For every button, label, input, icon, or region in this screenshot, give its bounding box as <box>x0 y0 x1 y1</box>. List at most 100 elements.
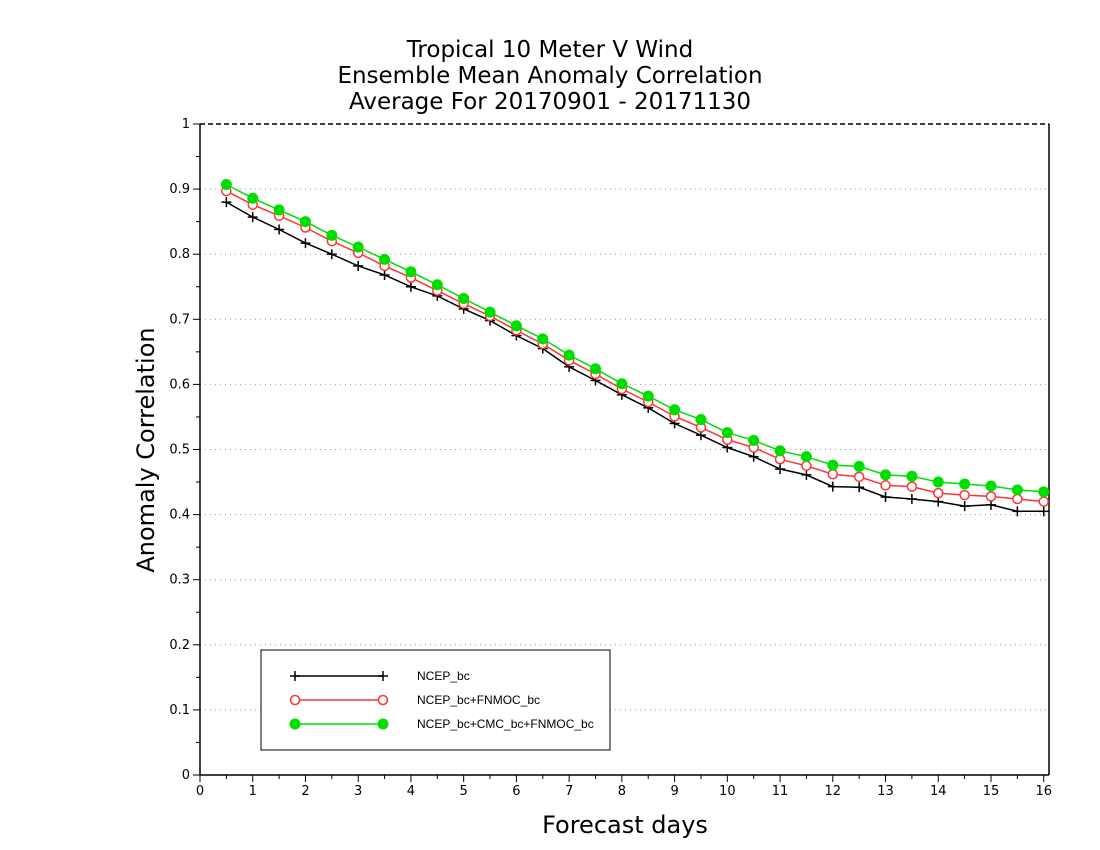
data-point <box>906 493 917 504</box>
x-tick-label: 1 <box>249 784 257 799</box>
chart-title-line-3: Average For 20170901 - 20171130 <box>348 89 752 115</box>
x-tick-label: 2 <box>301 784 309 799</box>
data-point <box>484 306 496 318</box>
legend: NCEP_bc NCEP_bc+FNMOC_bc NCEP_bc+CMC_bc+FN… <box>260 649 611 751</box>
data-point <box>853 471 865 483</box>
data-point <box>880 469 892 481</box>
data-point <box>1011 484 1023 496</box>
data-point <box>721 427 733 439</box>
data-point <box>906 481 918 492</box>
legend-marker <box>377 694 389 706</box>
y-axis-label: Anomaly Correlation <box>132 327 160 572</box>
data-point <box>642 390 654 402</box>
data-point <box>273 204 285 216</box>
legend-marker <box>289 694 301 706</box>
data-point <box>932 476 944 488</box>
x-tick-label: 14 <box>930 784 947 799</box>
x-tick-label: 11 <box>772 784 789 799</box>
legend-marker <box>289 718 301 730</box>
data-point <box>274 224 285 235</box>
data-point <box>431 279 443 291</box>
series-layer <box>220 179 1050 517</box>
x-tick-label: 3 <box>354 784 362 799</box>
data-point <box>405 266 417 278</box>
data-point <box>1038 496 1049 507</box>
legend-entry-1: NCEP_bc+FNMOC_bc <box>289 693 540 707</box>
x-tick-label: 15 <box>983 784 1000 799</box>
data-point <box>695 414 707 426</box>
data-point <box>1012 506 1023 517</box>
legend-marker <box>378 671 388 681</box>
data-point <box>220 179 232 191</box>
x-tick-label: 6 <box>512 784 520 799</box>
data-point <box>774 445 786 457</box>
data-point <box>959 501 970 512</box>
y-tick-label: 0.2 <box>169 638 190 653</box>
y-tick-label: 0.8 <box>169 247 190 262</box>
legend-entry-0: NCEP_bc <box>290 669 470 683</box>
data-point <box>827 459 839 471</box>
x-tick-label: 4 <box>407 784 415 799</box>
data-point <box>748 451 759 462</box>
y-tick-label: 0.6 <box>169 377 190 392</box>
series-2 <box>220 179 1050 498</box>
data-point <box>379 270 390 281</box>
chart-title-line-1: Tropical 10 Meter V Wind <box>406 37 694 63</box>
legend-marker <box>290 671 300 681</box>
data-point <box>458 292 470 304</box>
series-1 <box>221 185 1049 507</box>
data-point <box>353 260 364 271</box>
data-point <box>352 241 364 253</box>
data-point <box>510 320 522 332</box>
data-point <box>326 229 338 241</box>
data-point <box>616 378 628 390</box>
y-tick-label: 0 <box>182 768 190 783</box>
data-point <box>906 470 918 482</box>
data-point <box>247 212 258 223</box>
data-point <box>854 482 865 493</box>
series-line-1 <box>226 190 1044 503</box>
x-tick-label: 8 <box>618 784 626 799</box>
series-line-2 <box>226 183 1044 493</box>
legend-label: NCEP_bc <box>417 669 470 683</box>
y-tick-label: 0.5 <box>169 443 190 458</box>
data-point <box>985 491 997 502</box>
legend-marker <box>377 718 389 730</box>
data-point <box>959 489 970 501</box>
grid-lines <box>200 188 1049 711</box>
x-axis-label: Forecast days <box>542 811 708 839</box>
data-point <box>800 451 812 463</box>
data-point <box>326 249 337 260</box>
data-point <box>247 192 259 204</box>
data-point <box>379 253 391 265</box>
data-point <box>1038 486 1050 498</box>
axes: 00.10.20.30.40.50.60.70.80.910 1 2 3 4 5 6 7 8 9 1… <box>169 117 1052 799</box>
data-point <box>827 468 839 480</box>
data-point <box>801 460 812 472</box>
data-point <box>748 434 760 446</box>
y-tick-label: 0.3 <box>169 573 190 588</box>
data-point <box>589 363 601 375</box>
data-point <box>300 238 311 249</box>
x-tick-label: 13 <box>877 784 894 799</box>
x-tick-label: 12 <box>825 784 842 799</box>
y-tick-label: 0.7 <box>169 312 190 327</box>
x-tick-label: 7 <box>565 784 573 799</box>
chart-title-line-2: Ensemble Mean Anomaly Correlation <box>337 63 763 89</box>
data-point <box>827 481 838 492</box>
data-point <box>775 464 786 475</box>
data-point <box>1012 493 1023 505</box>
x-tick-label: 0 <box>196 784 204 799</box>
x-tick-label: 10 <box>719 784 736 799</box>
data-point <box>801 469 812 480</box>
data-point <box>959 478 971 490</box>
data-point <box>880 492 891 503</box>
y-tick-label: 0.4 <box>169 508 190 523</box>
data-point <box>880 480 891 491</box>
data-point <box>405 281 416 292</box>
y-tick-label: 1 <box>182 117 190 132</box>
data-point <box>299 216 311 228</box>
data-point <box>537 333 549 345</box>
x-tick-label: 5 <box>460 784 468 799</box>
